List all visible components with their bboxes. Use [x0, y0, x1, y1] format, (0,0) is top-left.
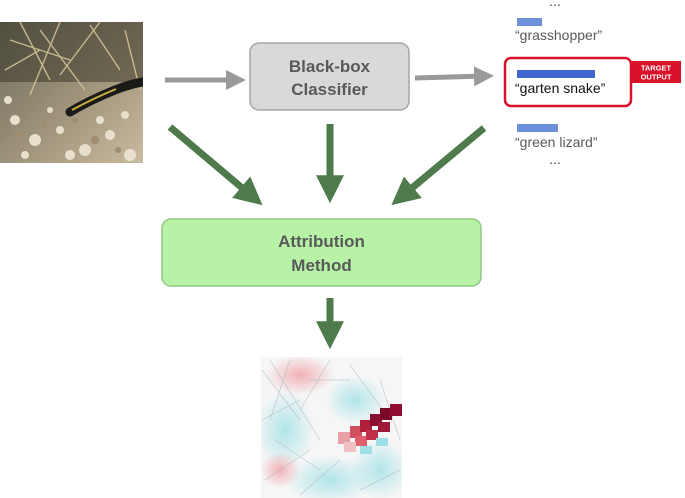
badge-line1: TARGET	[641, 64, 672, 73]
classifier-label-line1: Black-box	[289, 57, 371, 76]
classifier-label-line2: Classifier	[291, 80, 368, 99]
classifier-box	[249, 42, 410, 111]
bottom-ellipsis: ...	[549, 151, 561, 167]
arrow-image-to-attribution	[167, 124, 263, 206]
arrow-outputs-to-attribution	[391, 125, 487, 206]
badge-line2: OUTPUT	[641, 73, 672, 82]
top-ellipsis: ...	[549, 0, 561, 9]
green-lizard-score-bar	[517, 124, 558, 132]
garten-snake-score-bar	[517, 70, 595, 78]
attribution-box	[161, 218, 482, 287]
arrow-classifier-to-outputs	[414, 66, 494, 87]
attribution-label-line1: Attribution	[278, 232, 365, 251]
output-label-grasshopper: “grasshopper”	[515, 27, 602, 43]
attribution-heatmap-image	[261, 357, 402, 498]
grasshopper-score-bar	[517, 18, 542, 26]
attribution-label-line2: Method	[291, 256, 351, 275]
target-output-badge	[631, 61, 681, 83]
output-label-garten-snake: “garten snake”	[515, 80, 606, 96]
output-label-green-lizard: “green lizard”	[515, 134, 598, 150]
input-snake-image	[0, 22, 143, 163]
